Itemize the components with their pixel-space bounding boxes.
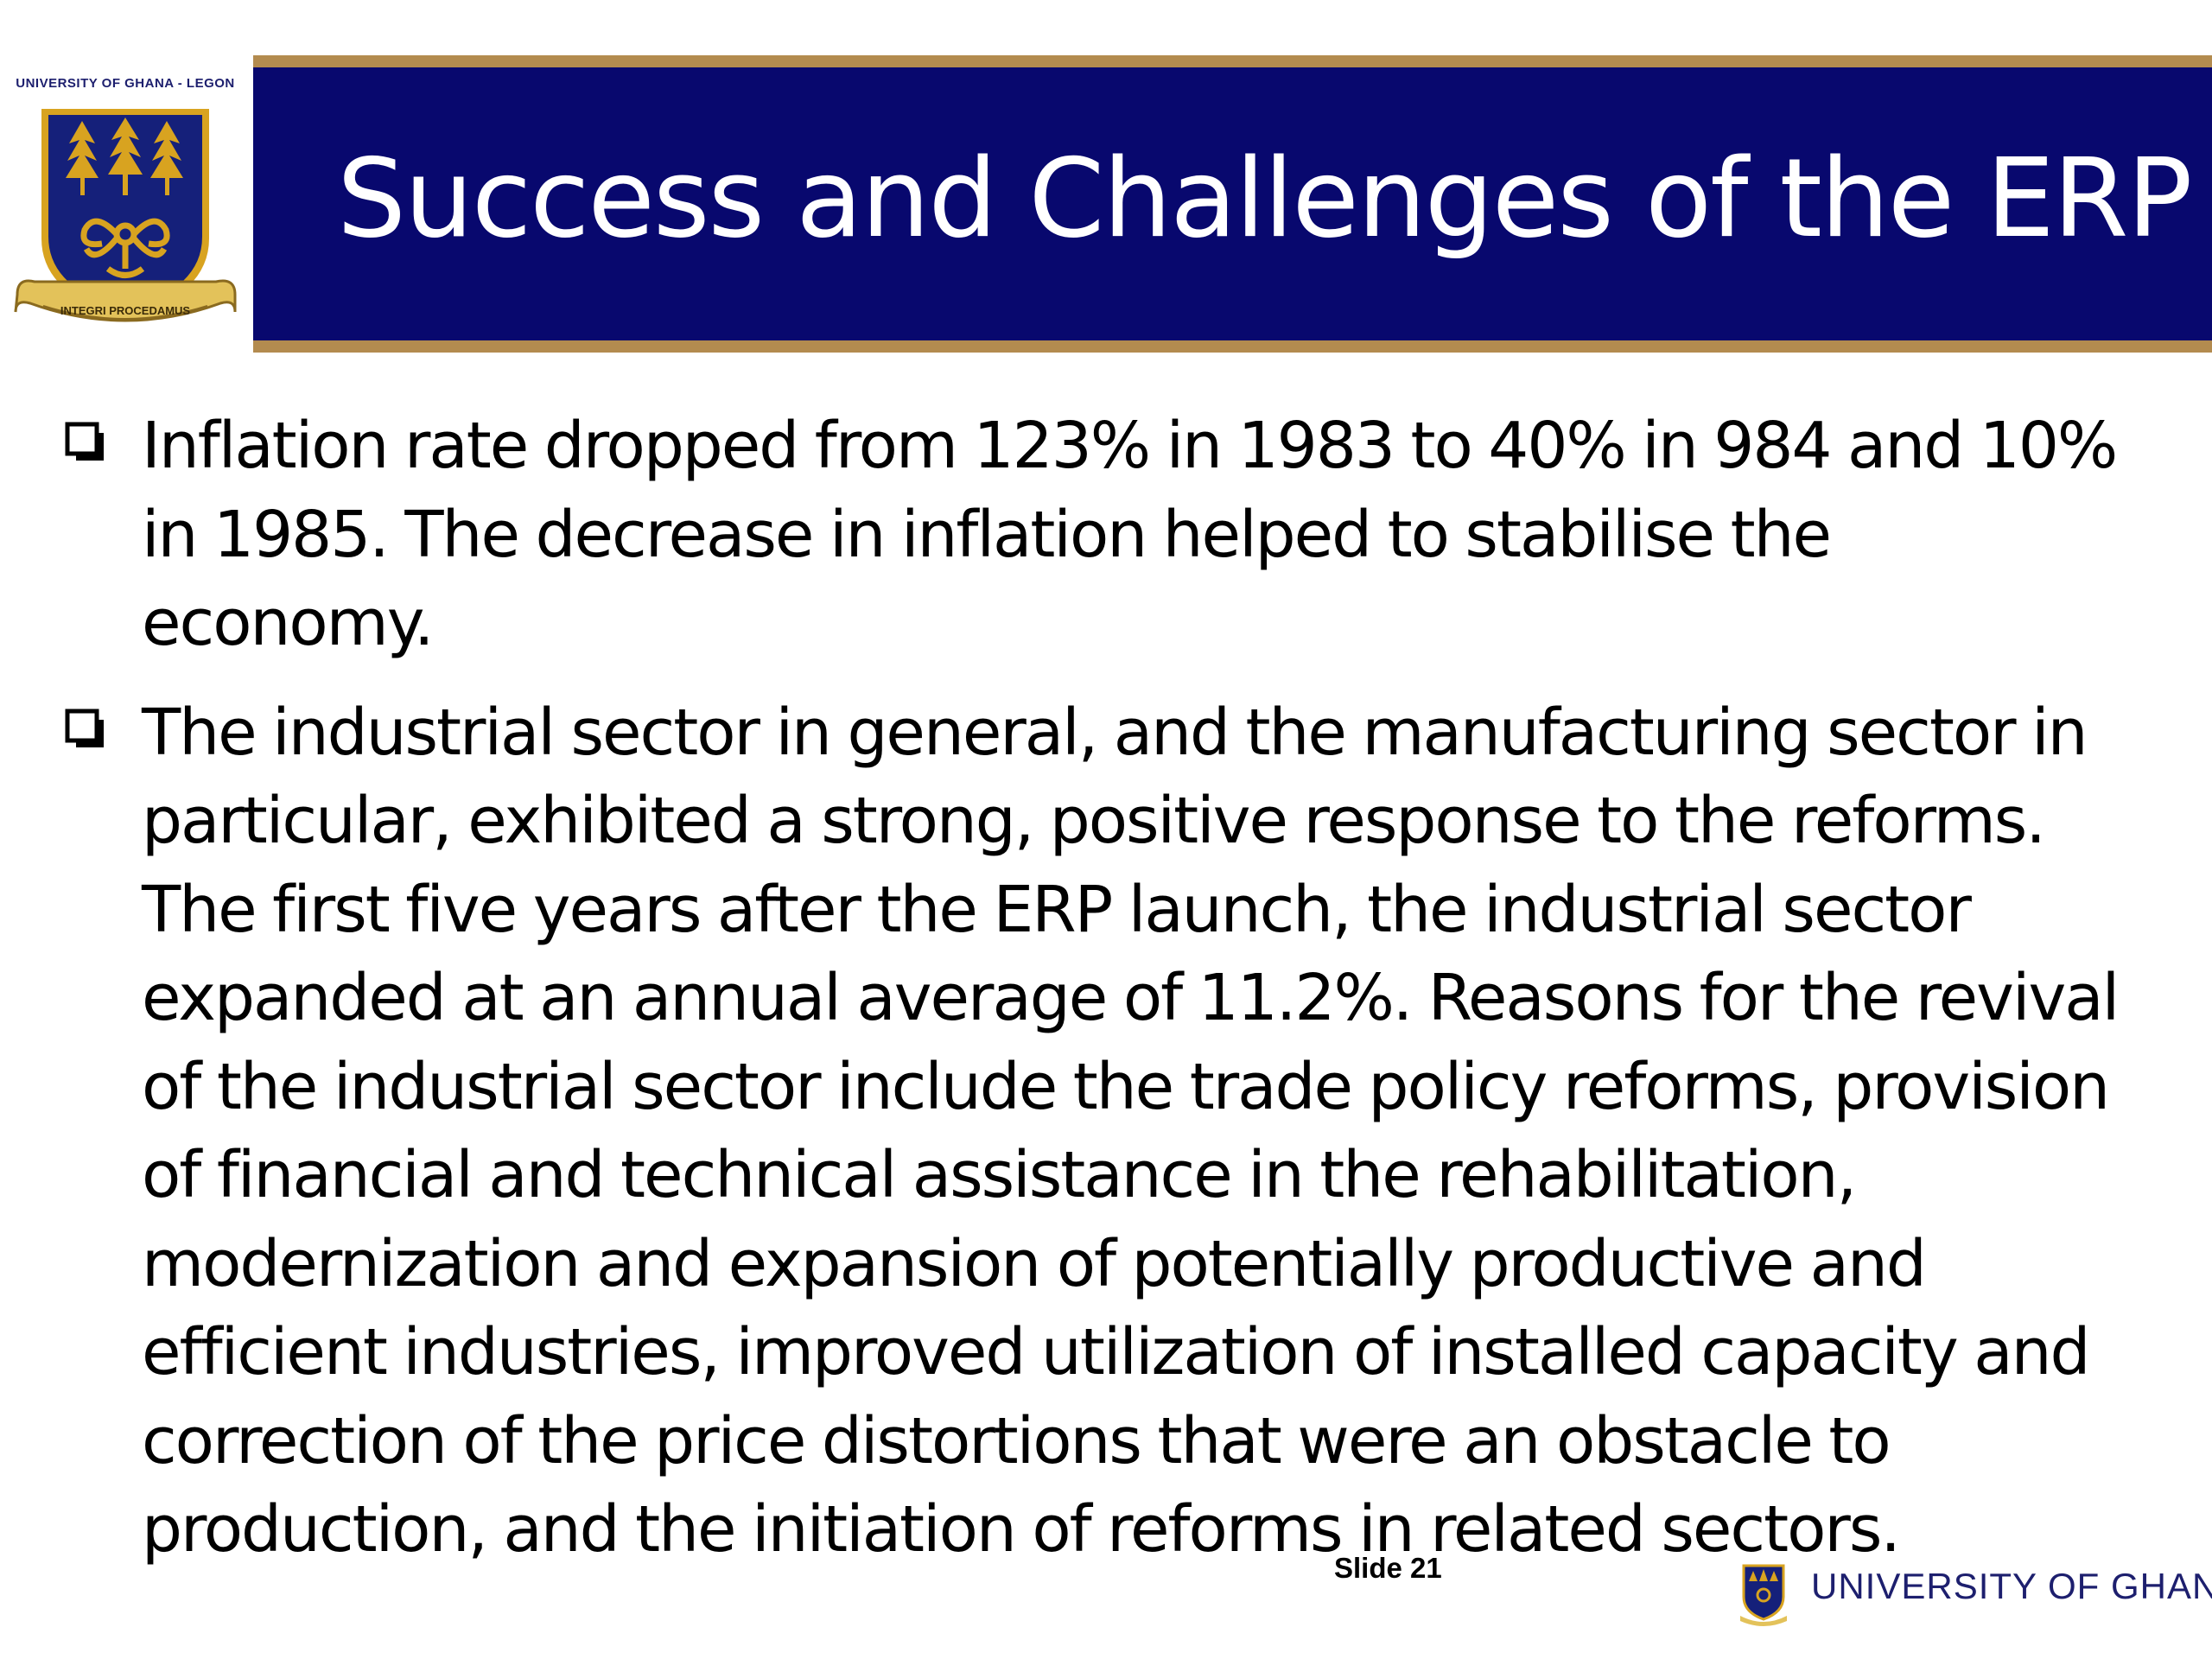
footer-brand: UNIVERSITY OF GHANA bbox=[1811, 1566, 2212, 1607]
footer-crest-icon bbox=[1740, 1564, 1787, 1626]
checkbox-square-icon bbox=[65, 422, 104, 461]
crest-motto: INTEGRI PROCEDAMUS bbox=[60, 304, 191, 317]
slide-number: Slide 21 bbox=[1331, 1552, 1446, 1585]
bullet-list: Inflation rate dropped from 123% in 1983… bbox=[64, 402, 2138, 1595]
title-band bbox=[253, 67, 2212, 340]
logo-caption: UNIVERSITY OF GHANA - LEGON bbox=[16, 76, 235, 91]
bullet-item: Inflation rate dropped from 123% in 1983… bbox=[64, 402, 2138, 668]
bullet-text: Inflation rate dropped from 123% in 1983… bbox=[142, 409, 2118, 660]
checkbox-square-icon bbox=[65, 709, 104, 747]
bullet-item: The industrial sector in general, and th… bbox=[64, 689, 2138, 1574]
university-logo: UNIVERSITY OF GHANA - LEGON bbox=[9, 76, 242, 353]
header-rule-bottom bbox=[253, 340, 2212, 353]
header-rule-top bbox=[253, 55, 2212, 67]
slide-title: Success and Challenges of the ERP bbox=[337, 135, 2192, 262]
university-crest-icon: INTEGRI PROCEDAMUS bbox=[14, 109, 237, 322]
bullet-text: The industrial sector in general, and th… bbox=[142, 695, 2120, 1567]
